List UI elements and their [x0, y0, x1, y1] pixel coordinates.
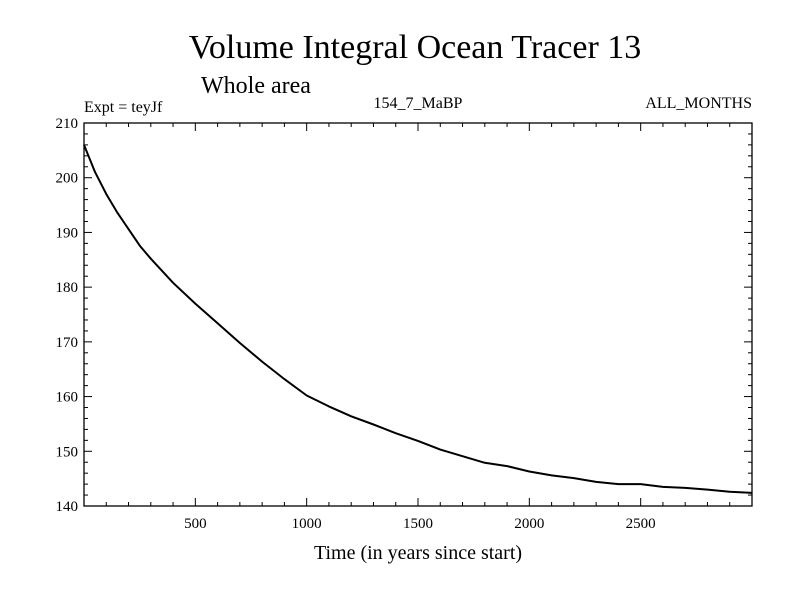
- y-tick-label: 180: [56, 280, 79, 296]
- x-axis-label: Time (in years since start): [314, 542, 522, 564]
- y-tick-label: 210: [56, 116, 79, 132]
- x-tick-label: 500: [184, 516, 207, 532]
- series-line: [83, 144, 753, 494]
- y-tick-label: 200: [56, 171, 79, 187]
- x-tick-label: 1000: [292, 516, 322, 532]
- x-tick-label: 2500: [626, 516, 656, 532]
- y-tick-label: 190: [56, 225, 79, 241]
- annotation-right: ALL_MONTHS: [645, 95, 752, 112]
- annotation-center: 154_7_MaBP: [374, 95, 463, 112]
- y-tick-label: 140: [56, 499, 79, 515]
- chart-title: Volume Integral Ocean Tracer 13: [189, 29, 642, 66]
- plot-frame: [83, 122, 753, 507]
- axis-tick-labels: 140 150 160 170 180 190 200 210 500 1000 1500 2000 2…: [56, 116, 656, 532]
- y-tick-label: 150: [56, 444, 79, 460]
- annotation-left: Expt = teyJf: [84, 99, 163, 116]
- axis-ticks: [83, 122, 753, 507]
- y-tick-label: 160: [56, 390, 79, 406]
- x-tick-label: 2000: [514, 516, 544, 532]
- chart-subtitle: Whole area: [201, 73, 311, 99]
- y-tick-label: 170: [56, 335, 79, 351]
- x-tick-label: 1500: [403, 516, 433, 532]
